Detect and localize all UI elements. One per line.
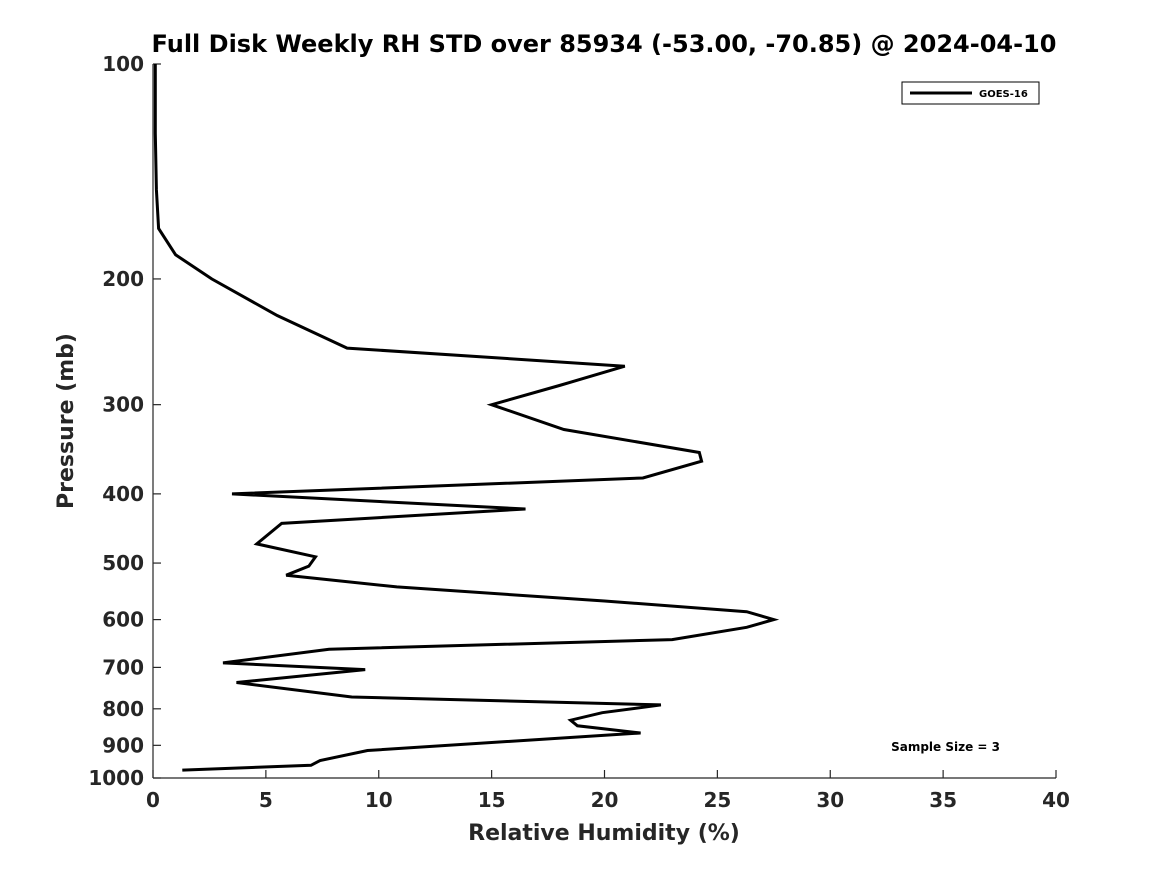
x-tick-label-20: 20 [591,788,619,812]
y-tick-label-200: 200 [102,267,144,291]
y-tick-label-300: 300 [102,393,144,417]
chart-title: Full Disk Weekly RH STD over 85934 (-53.… [152,30,1057,58]
y-tick-label-800: 800 [102,697,144,721]
x-tick-label-25: 25 [703,788,731,812]
x-tick-label-5: 5 [259,788,273,812]
x-tick-label-10: 10 [365,788,393,812]
x-tick-label-40: 40 [1042,788,1070,812]
plot-area: 0 5 10 15 20 25 30 35 40 100 200 300 400 500 600 700 800… [88,52,1070,812]
x-tick-label-35: 35 [929,788,957,812]
x-tick-label-15: 15 [478,788,506,812]
y-tick-label-900: 900 [102,733,144,757]
y-tick-label-700: 700 [102,655,144,679]
y-axis-label: Pressure (mb) [54,333,79,509]
y-tick-label-500: 500 [102,551,144,575]
y-tick-label-100: 100 [102,52,144,76]
y-tick-label-1000: 1000 [88,766,144,790]
x-tick-label-30: 30 [816,788,844,812]
y-tick-label-400: 400 [102,482,144,506]
x-axis-label: Relative Humidity (%) [468,821,740,846]
legend-label-goes-16: GOES-16 [979,89,1028,100]
legend: GOES-16 [901,81,1040,105]
y-tick-label-600: 600 [102,608,144,632]
x-tick-label-0: 0 [146,788,160,812]
sample-size-annotation: Sample Size = 3 [891,740,1000,754]
series-line-goes-16 [153,64,780,772]
